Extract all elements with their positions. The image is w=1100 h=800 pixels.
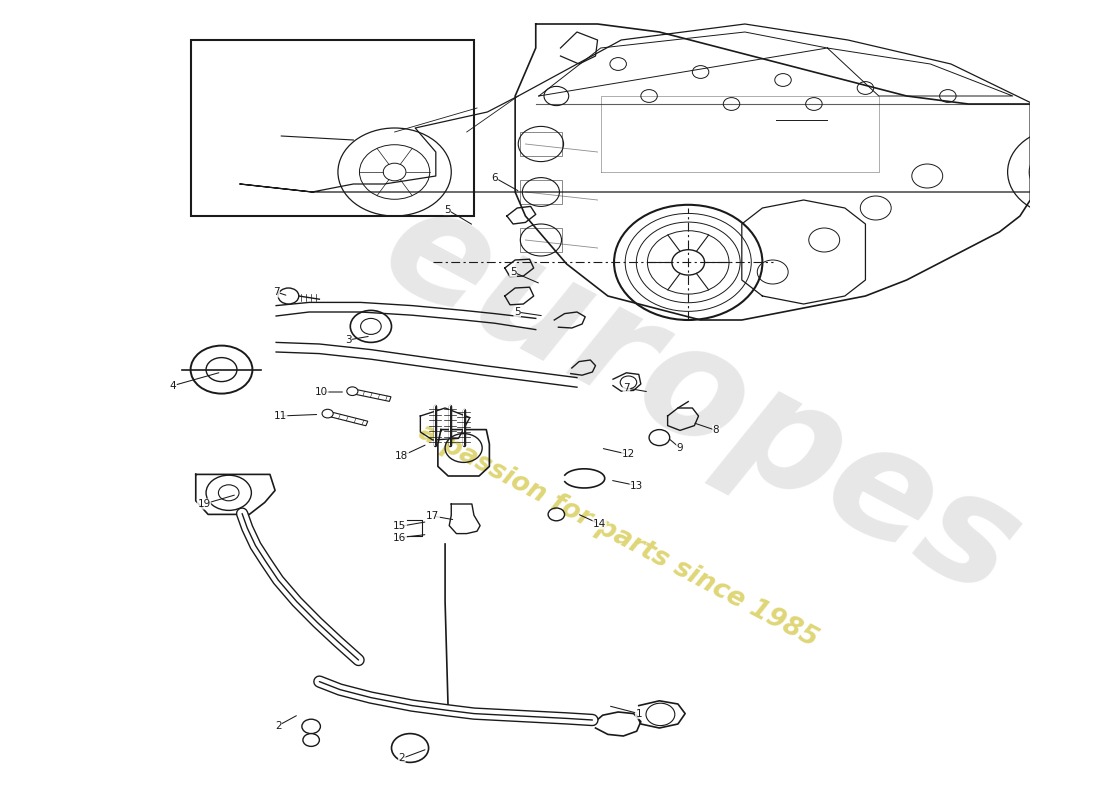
Circle shape: [1053, 163, 1076, 181]
Text: 13: 13: [630, 481, 644, 490]
Bar: [520, 132, 561, 156]
Text: europes: europes: [359, 170, 1043, 630]
Text: 9: 9: [676, 443, 683, 453]
Text: 14: 14: [593, 519, 606, 529]
Text: 18: 18: [395, 451, 408, 461]
Text: 7: 7: [623, 383, 629, 393]
Text: 17: 17: [426, 511, 439, 521]
Text: 15: 15: [393, 522, 406, 531]
Text: 1: 1: [636, 709, 642, 718]
Bar: [520, 180, 561, 204]
Text: 8: 8: [713, 426, 719, 435]
Text: 11: 11: [274, 411, 287, 421]
Circle shape: [322, 410, 333, 418]
Circle shape: [278, 288, 299, 304]
Circle shape: [383, 163, 406, 181]
Text: 19: 19: [197, 499, 210, 509]
Text: 6: 6: [492, 173, 498, 182]
Circle shape: [301, 719, 320, 734]
Text: 5: 5: [514, 307, 520, 317]
Text: 7: 7: [273, 287, 279, 297]
Bar: [190, 40, 474, 216]
Text: 2: 2: [275, 721, 282, 730]
Text: 4: 4: [169, 381, 176, 390]
Text: 5: 5: [509, 267, 516, 277]
Bar: [520, 228, 561, 252]
Text: 3: 3: [345, 335, 352, 345]
Text: 10: 10: [315, 387, 328, 397]
Text: 5: 5: [443, 205, 451, 214]
Circle shape: [346, 387, 358, 395]
Circle shape: [302, 734, 319, 746]
Text: 16: 16: [393, 533, 406, 542]
Text: 2: 2: [398, 754, 405, 763]
Text: 12: 12: [621, 450, 635, 459]
Text: a passion for parts since 1985: a passion for parts since 1985: [414, 419, 823, 653]
